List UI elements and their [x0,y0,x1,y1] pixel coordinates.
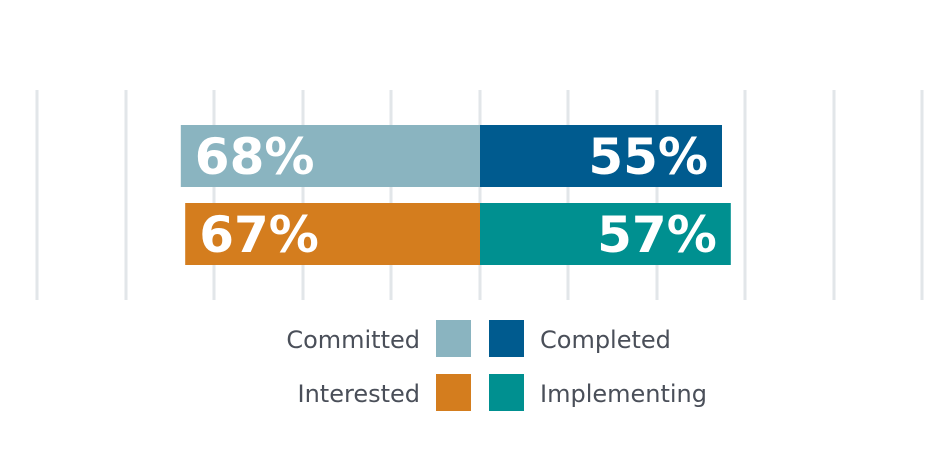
legend-label-interested: Interested [298,380,420,408]
legend-label-implementing: Implementing [540,380,707,408]
bars [180,125,731,265]
bar-committed [180,125,481,187]
bar-value-label-committed: 68% [195,128,315,186]
bar-implementing [480,203,731,265]
legend-swatch-committed [436,320,471,357]
bar-labels: 68% 55% 67% 57% [195,128,717,264]
legend-label-committed: Committed [286,326,420,354]
bar-value-label-interested: 67% [199,206,319,264]
legend-swatch-completed [489,320,524,357]
legend-swatch-implementing [489,374,524,411]
gridlines [35,90,924,300]
bar-value-label-completed: 55% [588,128,708,186]
bar-value-label-implementing: 57% [597,206,717,264]
legend: Committed Completed Interested Implement… [286,320,707,411]
bar-completed [480,125,722,187]
bar-interested [185,203,480,265]
legend-swatch-interested [436,374,471,411]
legend-label-completed: Completed [540,326,671,354]
